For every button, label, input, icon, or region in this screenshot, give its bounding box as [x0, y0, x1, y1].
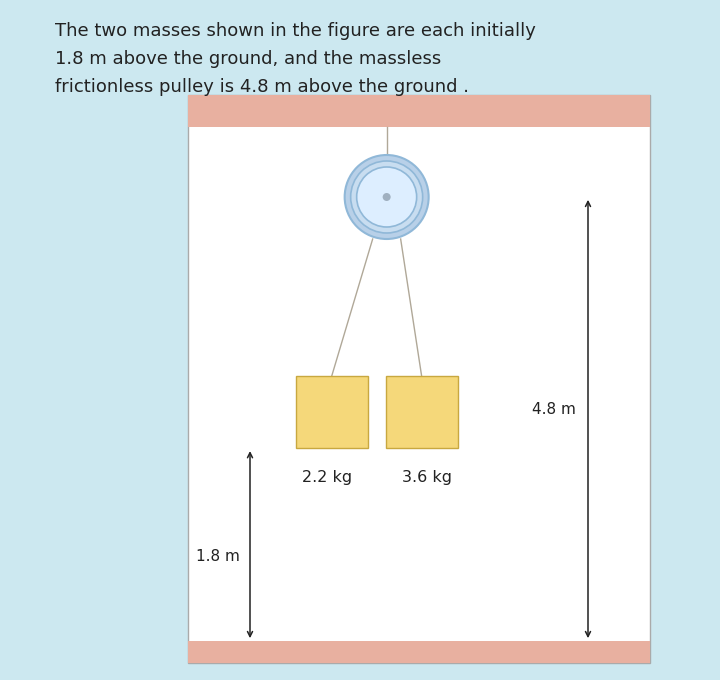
Text: frictionless pulley is 4.8 m above the ground .: frictionless pulley is 4.8 m above the g…	[55, 78, 469, 96]
Circle shape	[345, 155, 428, 239]
Text: 1.8 m: 1.8 m	[196, 549, 240, 564]
Text: The two masses shown in the figure are each initially: The two masses shown in the figure are e…	[55, 22, 536, 40]
Text: 4.8 m: 4.8 m	[532, 401, 576, 416]
Circle shape	[351, 161, 423, 233]
Bar	[188, 95, 650, 127]
Bar	[296, 376, 368, 448]
Text: 2.2 kg: 2.2 kg	[302, 471, 352, 486]
Circle shape	[382, 193, 391, 201]
Text: 3.6 kg: 3.6 kg	[402, 471, 451, 486]
Bar	[188, 95, 650, 663]
Text: 1.8 m above the ground, and the massless: 1.8 m above the ground, and the massless	[55, 50, 441, 68]
Circle shape	[356, 167, 417, 227]
Bar	[188, 641, 650, 663]
Bar	[386, 376, 458, 448]
